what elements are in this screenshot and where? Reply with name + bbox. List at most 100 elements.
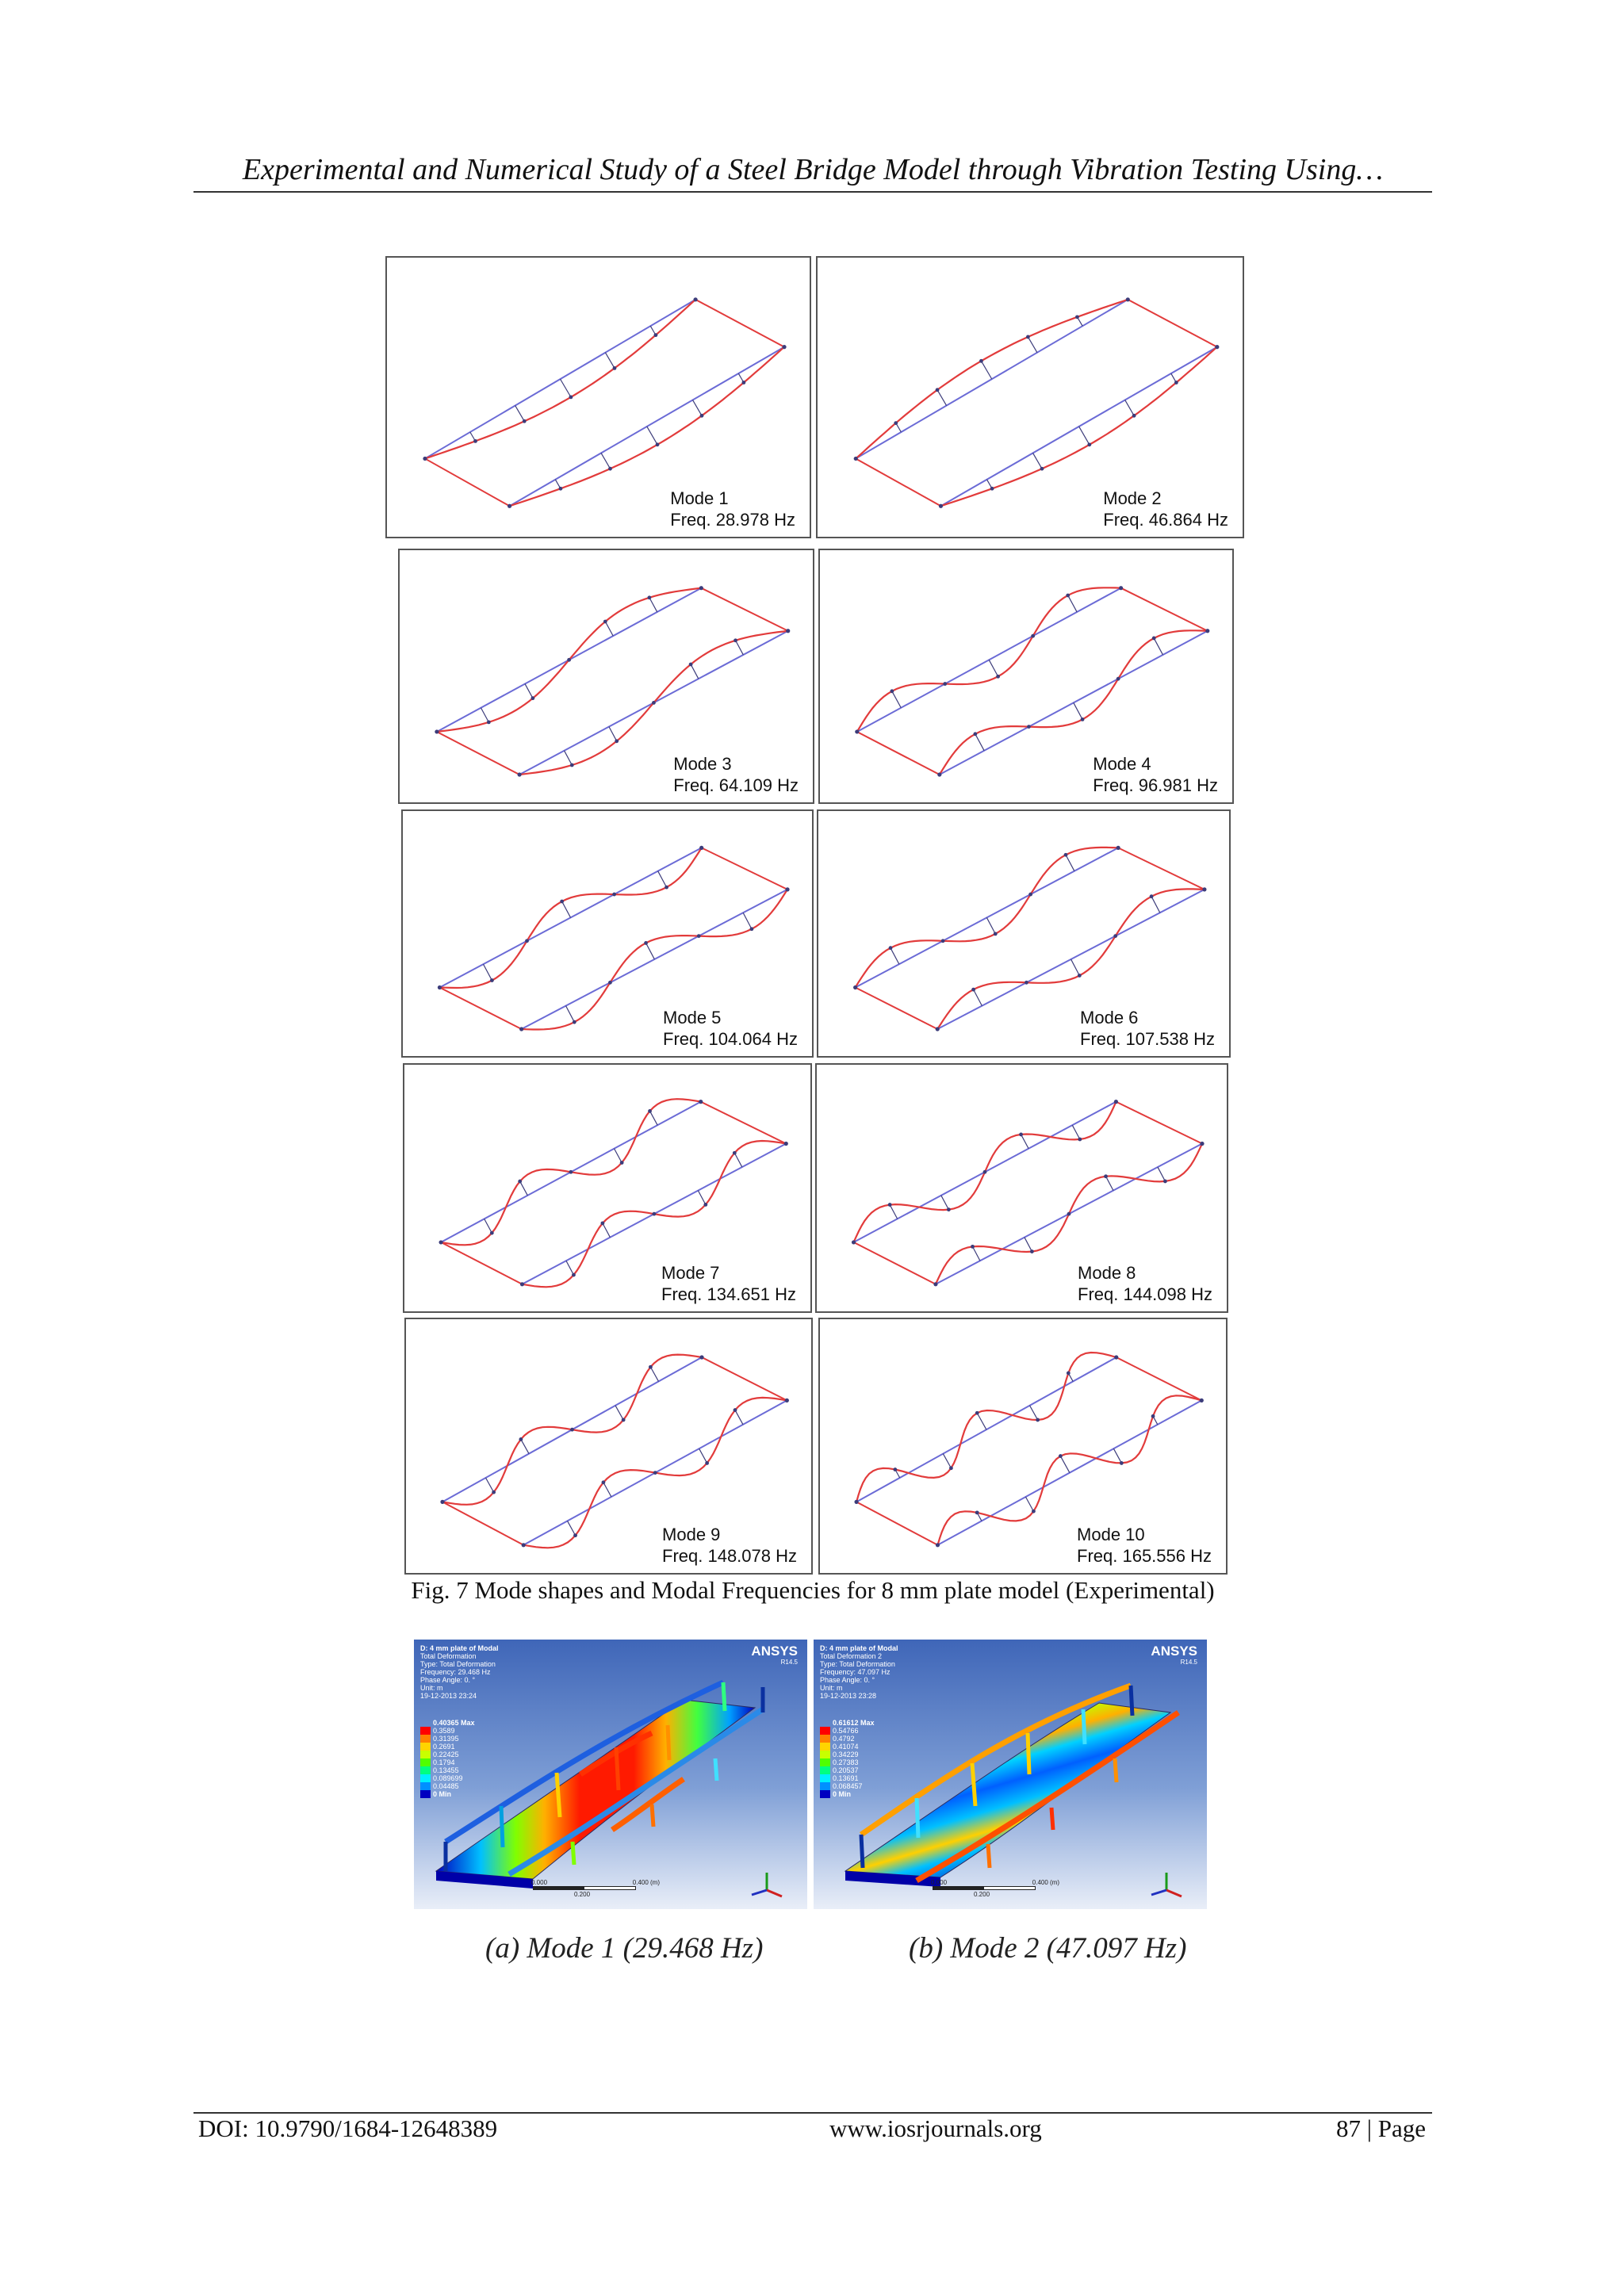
mode-label: Mode 10 Freq. 165.556 Hz [1077, 1524, 1212, 1567]
displacement-tick [936, 389, 948, 406]
support-node [1205, 629, 1210, 633]
displacement-tick [690, 664, 699, 679]
support-edge [853, 1242, 936, 1285]
displacement-tick [890, 947, 900, 965]
mode-number: Mode 4 [1093, 754, 1151, 774]
displacement-tick [1059, 1456, 1071, 1473]
displacement-tick [565, 1005, 575, 1023]
measurement-node [946, 1207, 951, 1212]
info-line: D: 4 mm plate of Modal [420, 1644, 499, 1652]
legend-row: 0.1794 [420, 1758, 475, 1766]
measurement-node [492, 1490, 496, 1494]
legend-row: 0.22425 [420, 1751, 475, 1758]
measurement-node [943, 682, 948, 686]
legend-swatch [820, 1790, 830, 1798]
measurement-node [703, 1203, 708, 1207]
displacement-tick [565, 1260, 574, 1276]
displacement-tick [480, 707, 489, 723]
measurement-node [570, 1427, 574, 1432]
legend-value: 0.34229 [833, 1751, 859, 1758]
support-node [507, 503, 512, 508]
displacement-tick [1025, 1496, 1034, 1512]
contour-legend: 0.40365 Max 0.3589 0.31395 0.2691 0.2242… [420, 1719, 475, 1798]
support-node [1113, 1100, 1119, 1104]
subfigure-caption-b: (b) Mode 2 (47.097 Hz) [909, 1932, 1187, 1965]
measurement-node [1113, 934, 1118, 938]
legend-swatch [420, 1774, 431, 1782]
measurement-node [569, 763, 574, 767]
support-node [1116, 845, 1120, 850]
header-rule [193, 191, 1432, 193]
measurement-node [1058, 1454, 1063, 1458]
mode-shape-plot [851, 1100, 1205, 1287]
displacement-tick [1032, 453, 1043, 469]
mode-frequency: Freq. 134.651 Hz [661, 1284, 796, 1304]
measurement-node [1063, 852, 1068, 857]
measurement-node [1087, 442, 1092, 447]
support-node [699, 1355, 704, 1360]
legend-row: 0.13455 [420, 1766, 475, 1774]
ansys-logo: ANSYS R14.5 [751, 1644, 798, 1667]
support-node [853, 456, 858, 461]
displacement-tick [733, 1152, 743, 1168]
measurement-node [608, 980, 612, 985]
support-node [435, 729, 439, 734]
displacement-tick [603, 1482, 612, 1498]
legend-swatch [820, 1774, 830, 1782]
displacement-tick [649, 1111, 658, 1126]
support-node [521, 1543, 526, 1548]
brand-name: ANSYS [751, 1644, 798, 1659]
axis-triad-icon [1151, 1873, 1182, 1898]
measurement-node [601, 1480, 606, 1485]
mode-frequency: Freq. 96.981 Hz [1093, 775, 1218, 795]
legend-swatch [420, 1790, 431, 1798]
support-node [783, 1141, 788, 1146]
measurement-node [489, 978, 494, 982]
mode-number: Mode 5 [663, 1008, 722, 1027]
support-edge [701, 847, 788, 890]
legend-swatch [420, 1735, 431, 1743]
legend-row: 0.3589 [420, 1727, 475, 1735]
undeformed-edge [424, 298, 696, 460]
mode-number: Mode 3 [673, 754, 732, 774]
simulation-info: D: 4 mm plate of Modal Total Deformation… [420, 1644, 499, 1700]
mode-label: Mode 5 Freq. 104.064 Hz [663, 1007, 798, 1050]
undeformed-edge [936, 888, 1205, 1030]
legend-value: 0.54766 [833, 1727, 859, 1735]
measurement-node [600, 1221, 605, 1226]
footer-page-number: 87 | Page [1336, 2114, 1426, 2142]
legend-row: 0.54766 [820, 1727, 875, 1735]
subfigure-caption-a: (a) Mode 1 (29.468 Hz) [485, 1932, 764, 1965]
displacement-tick [561, 901, 572, 918]
measurement-node [1078, 1137, 1082, 1142]
displacement-tick [942, 1453, 952, 1469]
measurement-node [949, 1466, 953, 1471]
measurement-node [1149, 894, 1154, 899]
displacement-tick [1071, 959, 1080, 976]
displacement-tick [973, 989, 982, 1006]
legend-max: 0.40365 Max [433, 1719, 475, 1727]
mode-panel-3: Mode 3 Freq. 64.109 Hz [398, 549, 814, 804]
info-line: 19-12-2013 23:28 [820, 1692, 877, 1700]
displacement-tick [1151, 896, 1161, 913]
displacement-tick [1105, 1176, 1114, 1191]
legend-value: 0.089699 [433, 1774, 463, 1782]
mode-frequency: Freq. 28.978 Hz [670, 510, 795, 530]
mode-shape-plot [435, 586, 791, 777]
measurement-node [569, 395, 573, 400]
support-edge [855, 457, 941, 507]
mode-frequency: Freq. 46.864 Hz [1103, 510, 1228, 530]
measurement-node [1036, 1418, 1040, 1422]
support-edge [440, 1242, 523, 1285]
measurement-node [648, 1109, 652, 1113]
undeformed-edge [439, 847, 703, 989]
measurement-node [530, 696, 535, 701]
mode-panel-7: Mode 7 Freq. 134.651 Hz [403, 1063, 812, 1313]
mode-frequency: Freq. 165.556 Hz [1077, 1546, 1212, 1566]
mode-number: Mode 8 [1078, 1263, 1136, 1283]
legend-min: 0 Min [833, 1790, 852, 1798]
scale-end: 0.400 (m) [632, 1879, 660, 1886]
displacement-tick [519, 1181, 528, 1196]
footer-website: www.iosrjournals.org [829, 2114, 1042, 2142]
legend-row: 0.41074 [820, 1743, 875, 1751]
